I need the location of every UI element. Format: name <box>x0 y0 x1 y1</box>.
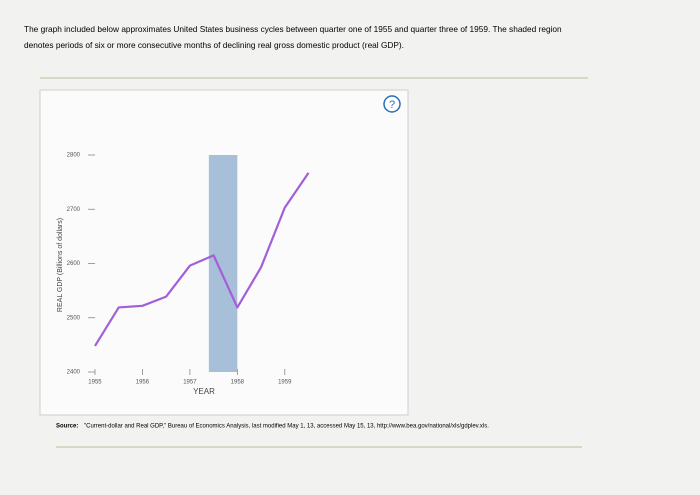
plot: 2400 2500 2600 2700 2800 1955 1956 1957 1958 1959… <box>57 153 310 396</box>
x-tick-label: 1956 <box>136 380 150 386</box>
source-label: Source: <box>56 424 78 430</box>
y-axis-title: REAL GDP (Billions of dollars) <box>57 218 64 312</box>
help-icon[interactable]: ? <box>389 99 395 111</box>
intro-line: The graph included below approximates Un… <box>24 24 562 34</box>
source-text: "Current-dollar and Real GDP," Bureau of… <box>84 424 489 430</box>
x-tick-label: 1955 <box>88 380 102 386</box>
y-tick-label: 2400 <box>67 370 81 376</box>
intro-line: denotes periods of six or more consecuti… <box>24 40 404 50</box>
x-tick-label: 1958 <box>231 380 245 386</box>
y-tick-label: 2700 <box>67 207 81 213</box>
x-axis-title: YEAR <box>193 387 215 396</box>
recession-shade <box>208 155 238 372</box>
y-tick-label: 2500 <box>67 315 81 321</box>
x-tick-label: 1959 <box>278 380 292 386</box>
help-button[interactable] <box>383 95 401 113</box>
x-tick-label: 1957 <box>183 380 197 386</box>
y-tick-label: 2600 <box>67 261 81 267</box>
gdp-line <box>94 172 310 347</box>
y-tick-label: 2800 <box>67 153 81 159</box>
